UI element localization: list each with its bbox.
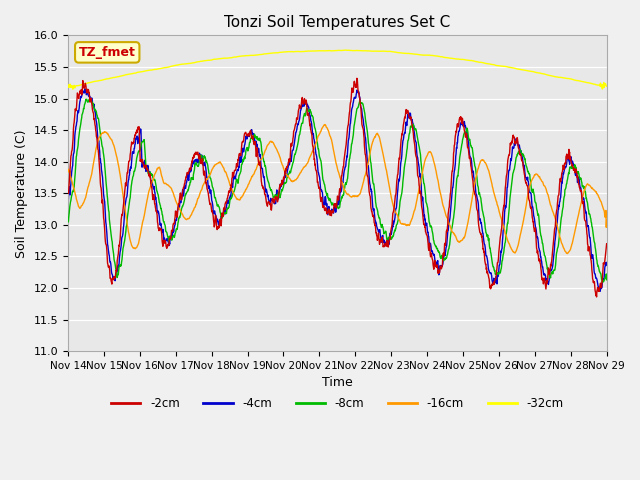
- Y-axis label: Soil Temperature (C): Soil Temperature (C): [15, 129, 28, 257]
- Legend: -2cm, -4cm, -8cm, -16cm, -32cm: -2cm, -4cm, -8cm, -16cm, -32cm: [106, 392, 568, 415]
- Text: TZ_fmet: TZ_fmet: [79, 46, 136, 59]
- Title: Tonzi Soil Temperatures Set C: Tonzi Soil Temperatures Set C: [224, 15, 451, 30]
- X-axis label: Time: Time: [322, 376, 353, 389]
